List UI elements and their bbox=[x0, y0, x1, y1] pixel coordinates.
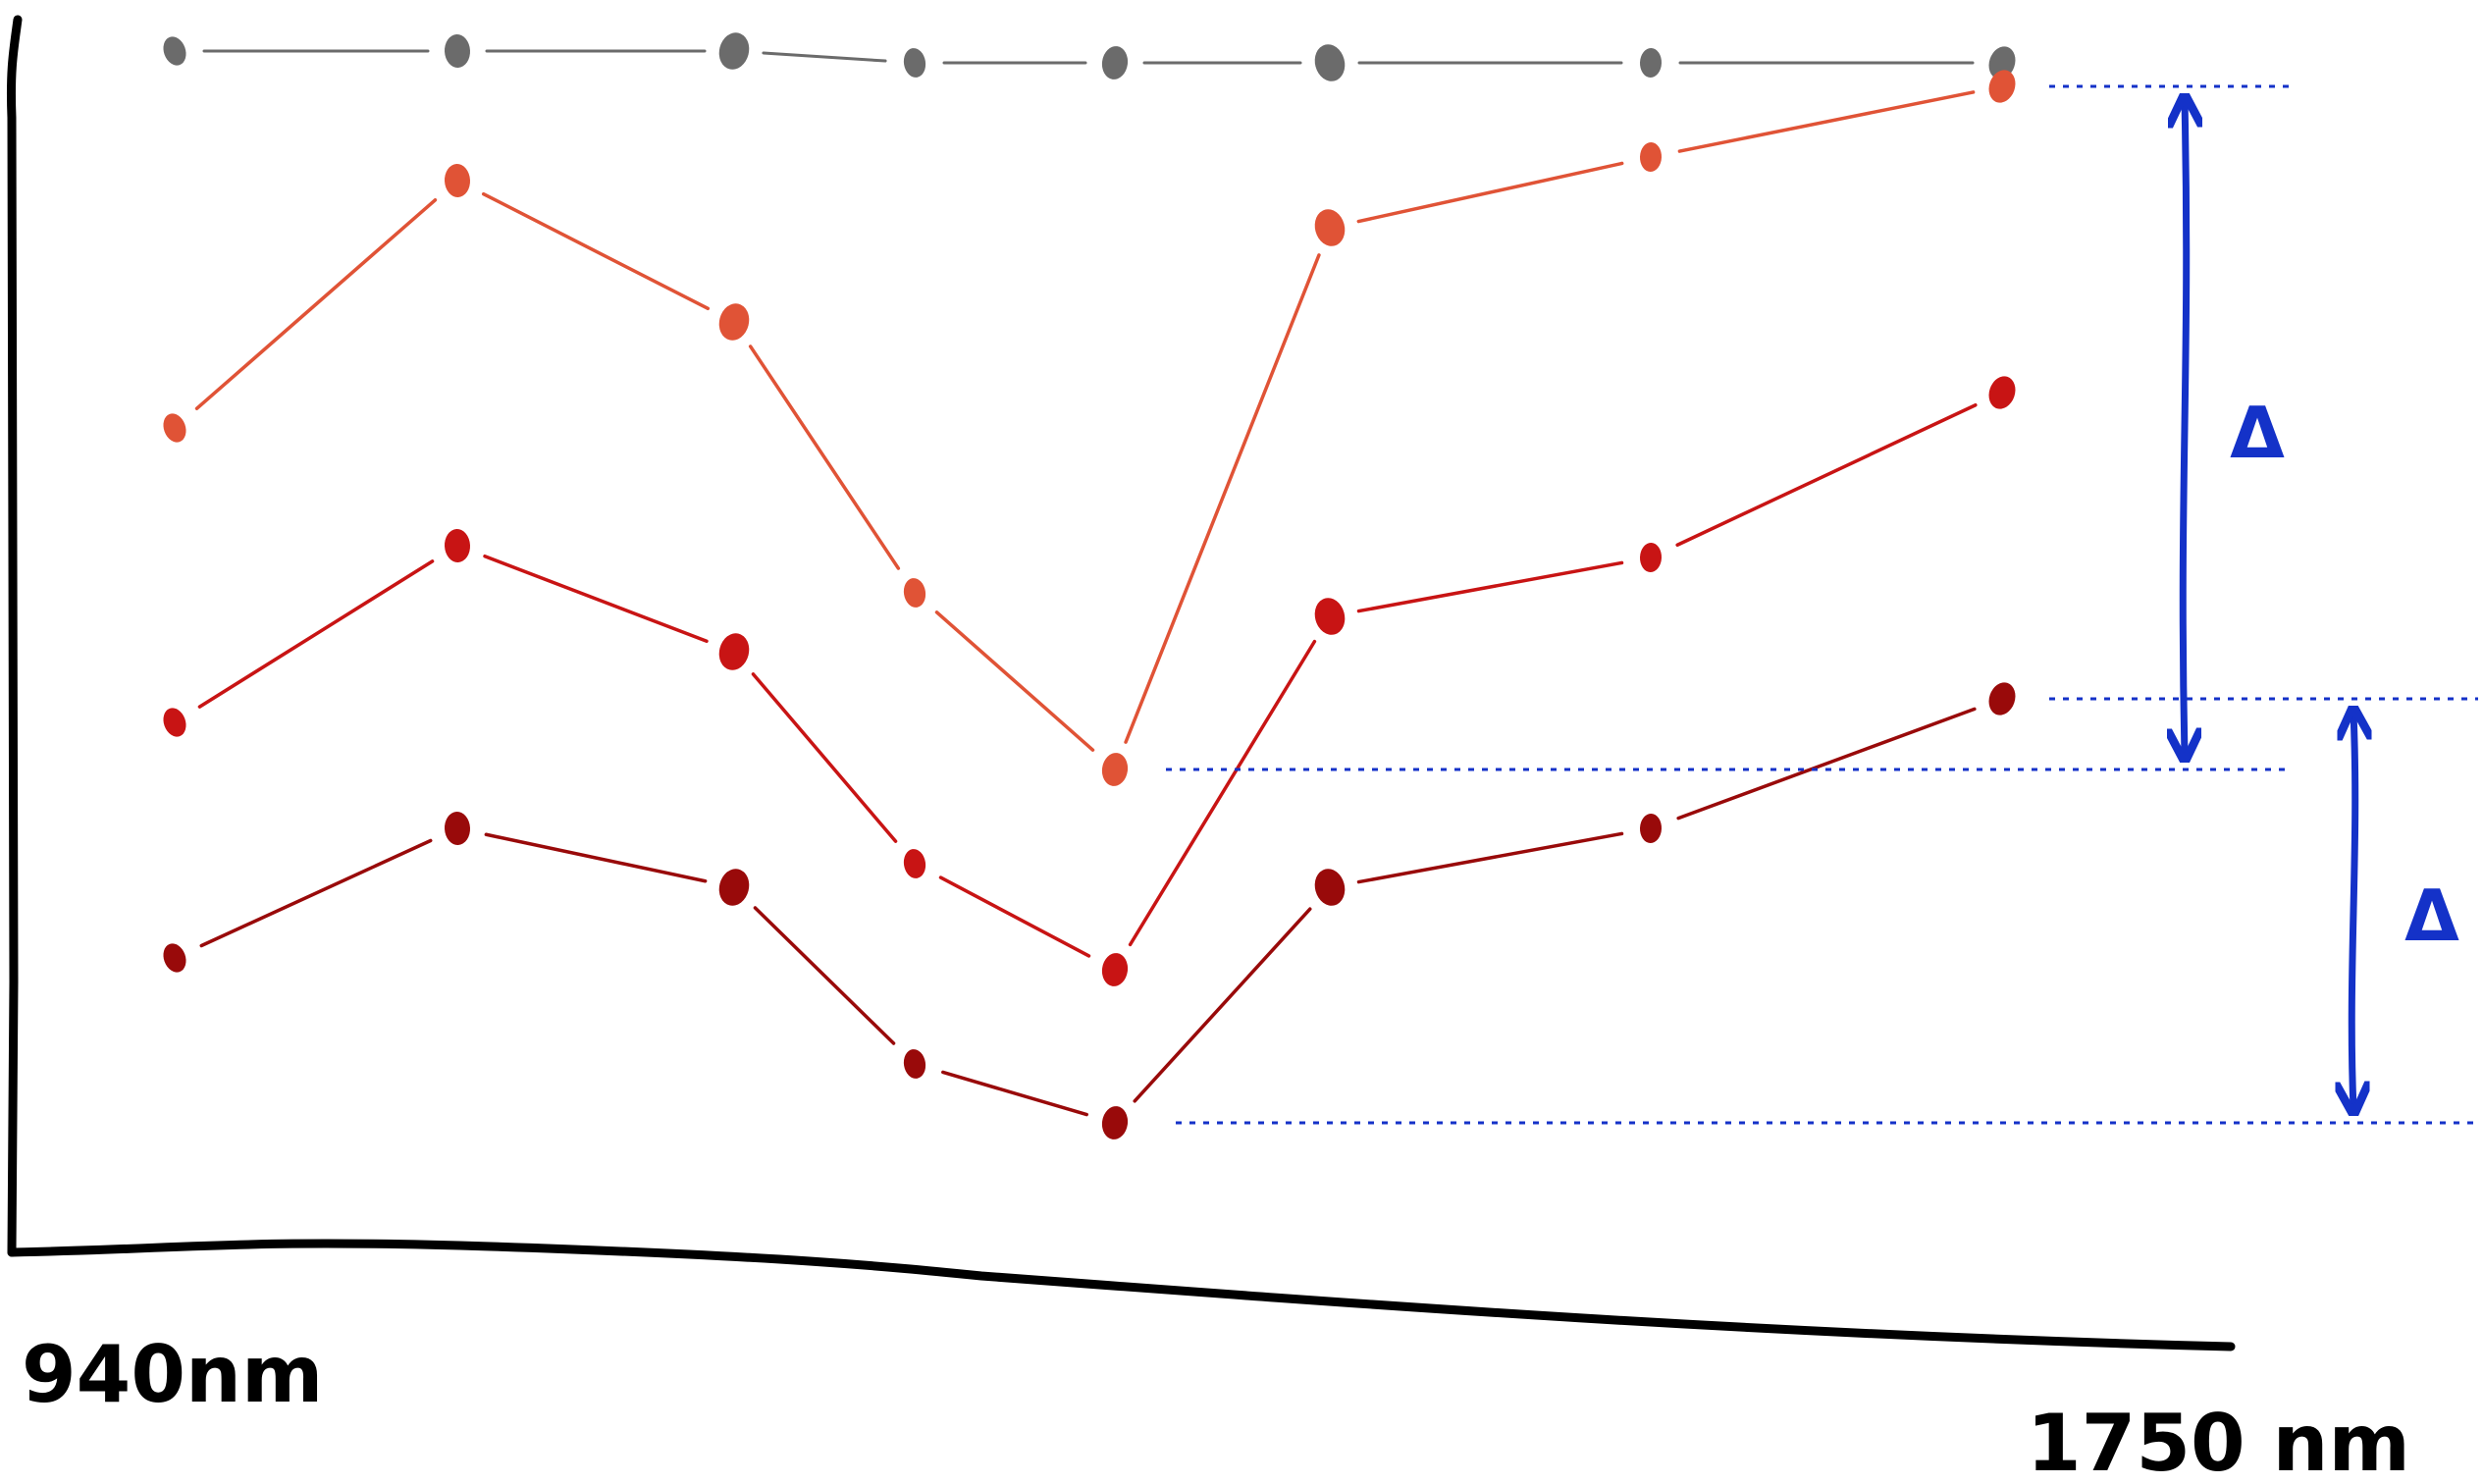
series-orange-point bbox=[718, 303, 750, 341]
delta-label: Δ bbox=[2404, 874, 2459, 957]
series-orange-point bbox=[903, 578, 926, 608]
series-darkred-segment bbox=[484, 832, 708, 883]
series-orange-segment bbox=[481, 191, 711, 311]
series-grey-point bbox=[444, 34, 471, 68]
series-orange-point bbox=[1639, 142, 1663, 172]
series-orange-point bbox=[163, 413, 186, 443]
series-red-segment bbox=[483, 554, 709, 644]
series-grey bbox=[163, 32, 2016, 81]
series-grey-point bbox=[163, 36, 186, 66]
series-orange-point bbox=[444, 164, 471, 197]
series-red-point bbox=[1101, 953, 1129, 986]
x-axis bbox=[7, 1239, 2236, 1352]
series-darkred-segment bbox=[1133, 907, 1312, 1103]
series-darkred-point bbox=[903, 1049, 926, 1079]
series-red-segment bbox=[938, 875, 1091, 958]
series-orange-segment bbox=[748, 344, 901, 570]
series-red-segment bbox=[1675, 402, 1978, 548]
series-red-point bbox=[903, 849, 926, 878]
series-darkred-point bbox=[1314, 869, 1346, 906]
series-orange-segment bbox=[934, 610, 1095, 752]
series-red bbox=[163, 376, 2016, 986]
series-red-segment bbox=[197, 559, 435, 709]
series-darkred-point bbox=[1639, 814, 1663, 843]
x-end-label: 1750 nm bbox=[2027, 1398, 2410, 1484]
series-darkred-segment bbox=[199, 838, 433, 948]
series-orange-segment bbox=[1677, 90, 1976, 153]
series-darkred-point bbox=[1988, 682, 2016, 716]
series-orange bbox=[163, 70, 2016, 786]
series-red-point bbox=[718, 633, 750, 670]
series-grey-point bbox=[1101, 46, 1129, 80]
series-darkred-point bbox=[718, 869, 750, 906]
x-start-label: 940nm bbox=[22, 1329, 323, 1420]
series-red-point bbox=[1314, 598, 1346, 635]
delta-arrow bbox=[2351, 713, 2354, 1109]
series-darkred-segment bbox=[941, 1070, 1088, 1117]
delta-annotation-2: Δ bbox=[1176, 697, 2478, 1125]
annotation-layer: ΔΔ bbox=[1166, 84, 2478, 1125]
series-grey-point bbox=[1314, 44, 1346, 81]
series-red-point bbox=[1639, 543, 1663, 572]
series-darkred-point bbox=[1101, 1106, 1129, 1140]
series-grey-point bbox=[903, 48, 926, 78]
series-orange-segment bbox=[194, 198, 438, 410]
series-layer bbox=[163, 32, 2016, 1140]
series-darkred-segment bbox=[1356, 831, 1624, 884]
series-darkred bbox=[163, 682, 2016, 1140]
delta-label: Δ bbox=[2230, 392, 2285, 474]
delta-arrow bbox=[2183, 100, 2186, 756]
series-red-segment bbox=[1356, 560, 1624, 613]
series-orange-segment bbox=[1124, 253, 1321, 744]
series-grey-point bbox=[1988, 46, 2016, 80]
series-orange-point bbox=[1988, 70, 2016, 103]
delta-annotation-1: Δ bbox=[1166, 84, 2292, 771]
series-red-segment bbox=[751, 672, 898, 843]
series-red-point bbox=[163, 708, 186, 737]
series-darkred-segment bbox=[1676, 707, 1977, 821]
series-darkred-point bbox=[163, 943, 186, 973]
series-red-point bbox=[1988, 376, 2016, 409]
series-grey-point bbox=[1639, 48, 1663, 78]
series-orange-segment bbox=[1356, 161, 1624, 224]
series-darkred-segment bbox=[753, 906, 896, 1045]
series-orange-point bbox=[1314, 209, 1346, 246]
series-grey-segment bbox=[762, 51, 887, 63]
series-orange-point bbox=[1101, 753, 1129, 786]
y-axis bbox=[6, 15, 23, 1257]
series-red-segment bbox=[1128, 639, 1317, 947]
series-red-point bbox=[444, 529, 471, 562]
series-grey-point bbox=[718, 32, 750, 70]
series-darkred-point bbox=[444, 812, 471, 845]
